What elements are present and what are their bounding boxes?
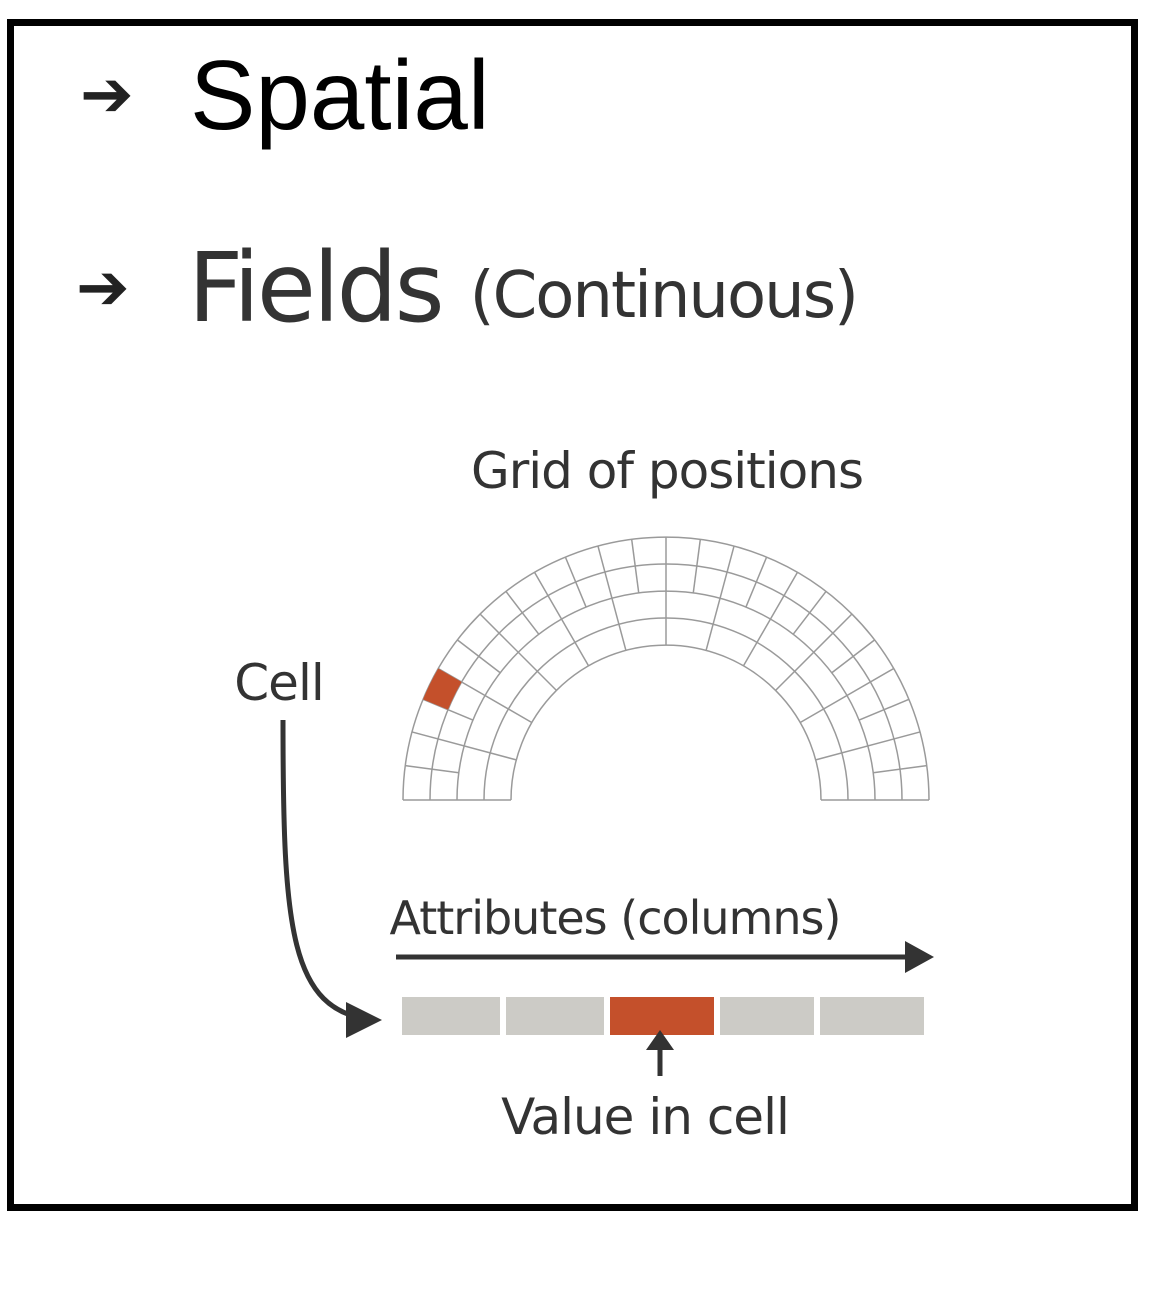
- grid-radial-line: [775, 613, 853, 691]
- bullet-fields: ➔ Fields (Continuous): [76, 232, 859, 344]
- grid-radial-line: [815, 731, 921, 761]
- grid-radial-line: [479, 613, 557, 691]
- value-pointer-arrowhead: [646, 1030, 674, 1050]
- grid-radial-line: [411, 731, 517, 761]
- grid-radial-line: [831, 639, 876, 674]
- attributes-arrowhead: [905, 941, 934, 973]
- grid-radial-line: [745, 556, 768, 608]
- attribute-cell: [506, 997, 604, 1035]
- grid-radial-line: [597, 545, 627, 651]
- grid-radial-line: [405, 764, 459, 774]
- arrow-right-icon: ➔: [76, 251, 130, 325]
- attribute-row: [402, 997, 924, 1035]
- arrow-right-icon: ➔: [80, 58, 134, 132]
- attribute-cell-highlighted: [610, 997, 714, 1035]
- heading-fields: Fields: [188, 232, 445, 344]
- grid-radial-line: [456, 639, 501, 674]
- cell-pointer-arrow: [280, 719, 373, 1023]
- grid-arc: [510, 644, 822, 801]
- highlighted-cell: [423, 668, 462, 710]
- grid-radial-line: [742, 571, 799, 667]
- grid-radial-line: [533, 571, 590, 667]
- grid-radial-line: [858, 698, 910, 721]
- grid-radial-line: [873, 764, 927, 774]
- attributes-label: Attributes (columns): [390, 891, 841, 945]
- grid-radial-line: [792, 590, 827, 635]
- heading-spatial: Spatial: [190, 40, 490, 150]
- grid-radial-line: [505, 590, 540, 635]
- grid-radial-line: [692, 539, 702, 593]
- attribute-cell: [720, 997, 814, 1035]
- grid-radial-line: [630, 539, 640, 593]
- attribute-cell: [820, 997, 924, 1035]
- semicircle-grid: [402, 536, 930, 801]
- grid-radial-line: [799, 667, 895, 724]
- grid-radial-line: [437, 667, 533, 724]
- cell-pointer-arrowhead: [346, 1002, 382, 1038]
- grid-title: Grid of positions: [471, 442, 863, 500]
- grid-radial-line: [564, 556, 587, 608]
- value-label: Value in cell: [501, 1088, 789, 1146]
- bullet-spatial: ➔ Spatial: [80, 46, 490, 144]
- cell-label: Cell: [234, 654, 323, 712]
- grid-radial-line: [705, 545, 735, 651]
- attribute-cell: [402, 997, 500, 1035]
- heading-continuous: (Continuous): [469, 259, 859, 333]
